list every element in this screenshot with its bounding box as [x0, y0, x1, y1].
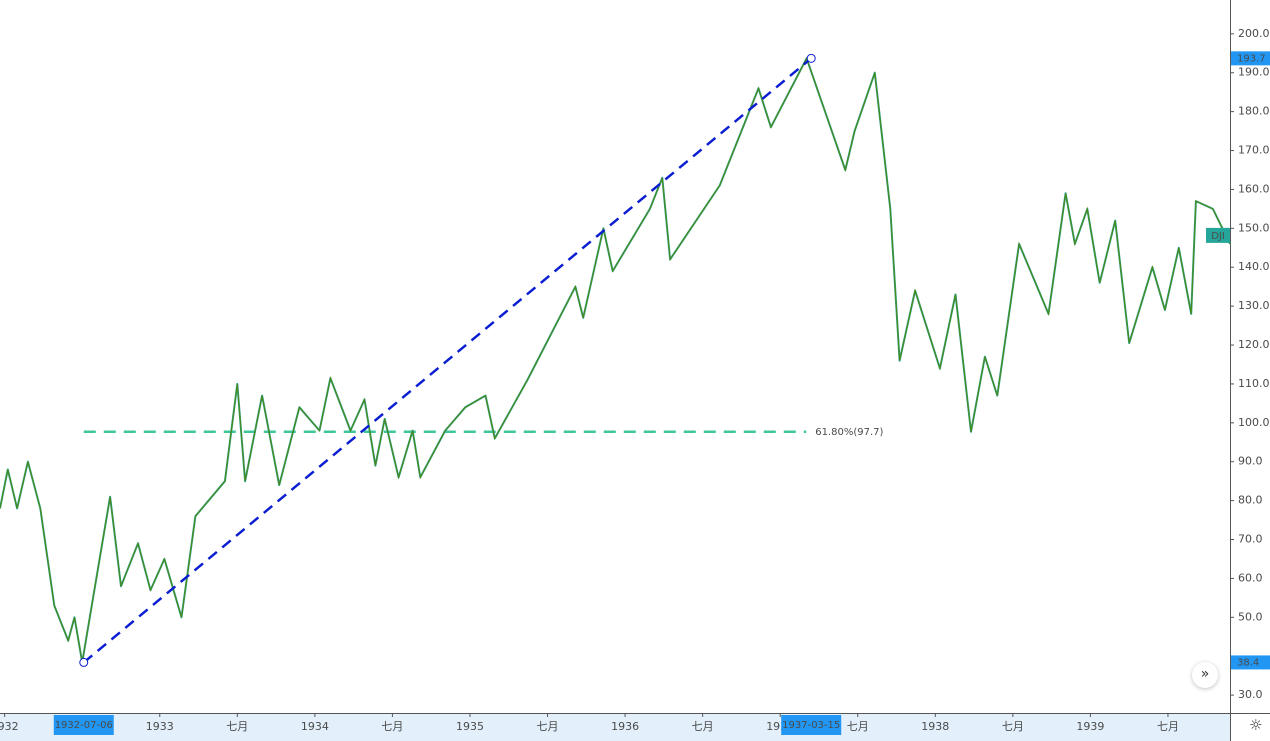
- x-tick-label: 七月: [847, 720, 869, 733]
- y-tick-label: 200.0: [1238, 27, 1270, 40]
- date-marker: 1937-03-15: [782, 720, 840, 731]
- y-tick-label: 70.0: [1238, 533, 1263, 546]
- x-tick-label: 1938: [921, 720, 949, 733]
- y-tick-label: 80.0: [1238, 494, 1263, 507]
- settings-gear[interactable]: ☼: [1249, 716, 1263, 734]
- x-tick-label: 七月: [692, 720, 714, 733]
- series-badge-bg: [1206, 227, 1230, 243]
- axes: 30.0 50.0 60.0 70.0 80.0 90.0 100.0 110.0 120.0 1…: [0, 27, 1270, 735]
- price-marker-bg: [1231, 655, 1270, 670]
- series-badge: DJI: [1211, 231, 1225, 242]
- price-marker-bg: [1231, 51, 1270, 66]
- x-tick-label: 七月: [537, 720, 559, 733]
- trend-handle: [806, 53, 816, 63]
- x-tick-label: 七月: [1002, 720, 1024, 733]
- x-tick-label: 七月: [1157, 720, 1179, 733]
- y-tick-label: 130.0: [1238, 299, 1270, 312]
- scroll-button[interactable]: »: [1192, 662, 1218, 688]
- y-tick-label: 30.0: [1238, 688, 1263, 701]
- y-tick-label: 160.0: [1238, 182, 1270, 195]
- y-tick-label: 100.0: [1238, 416, 1270, 429]
- y-tick-label: 50.0: [1238, 610, 1263, 623]
- y-tick-label: 60.0: [1238, 571, 1263, 584]
- price-line: [0, 57, 1231, 664]
- x-tick-label: 1939: [1076, 720, 1104, 733]
- date-marker-bg: [781, 715, 842, 735]
- x-tick-label: 七月: [226, 720, 248, 733]
- x-tick-label: 1935: [456, 720, 484, 733]
- x-tick-label: 1933: [146, 720, 174, 733]
- price-marker: 38.4: [1237, 657, 1259, 668]
- price-marker: 193.7: [1237, 53, 1266, 64]
- y-tick-label: 90.0: [1238, 455, 1263, 468]
- plot-area: 61.80%(97.7) DJI: [0, 53, 1231, 667]
- y-tick-label: 110.0: [1238, 377, 1270, 390]
- trend-handle: [79, 657, 89, 667]
- fib-label: 61.80%(97.7): [815, 427, 883, 438]
- x-tick-label: 七月: [381, 720, 403, 733]
- x-tick-label: 1934: [301, 720, 329, 733]
- y-tick-label: 140.0: [1238, 260, 1270, 273]
- y-tick-label: 180.0: [1238, 105, 1270, 118]
- date-marker: 1932-07-06: [55, 720, 113, 731]
- date-marker-bg: [53, 715, 114, 735]
- x-axis-band: [0, 713, 1230, 741]
- trend-line: [82, 57, 813, 664]
- y-tick-label: 120.0: [1238, 338, 1270, 351]
- y-tick-label: 190.0: [1238, 66, 1270, 79]
- x-tick-label: 1936: [611, 720, 639, 733]
- y-tick-label: 150.0: [1238, 221, 1270, 234]
- x-tick-label: 1932: [0, 720, 19, 733]
- zigzag-line: [0, 56, 1231, 663]
- y-tick-label: 170.0: [1238, 144, 1270, 157]
